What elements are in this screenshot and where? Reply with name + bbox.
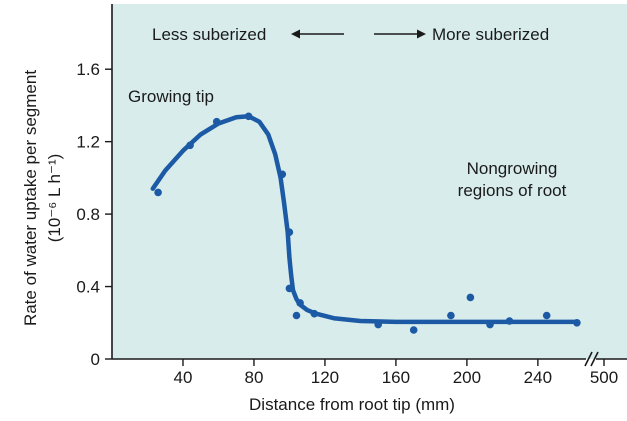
- y-tick-label: 0.4: [76, 278, 100, 297]
- y-tick-label: 1.2: [76, 133, 100, 152]
- x-axis-title: Distance from root tip (mm): [249, 395, 455, 414]
- more-suberized-label: More suberized: [432, 25, 549, 44]
- y-axis-title-line2: (10⁻⁶ L h⁻¹): [45, 154, 64, 243]
- x-tick-label: 120: [311, 368, 339, 387]
- x-break-tick-label: 500: [590, 368, 618, 387]
- axis-break-mark: [584, 351, 593, 367]
- data-point: [573, 319, 581, 327]
- data-point: [285, 284, 294, 293]
- fit-curve: [150, 114, 580, 325]
- x-tick-label: 160: [382, 368, 410, 387]
- data-point: [447, 311, 455, 320]
- data-point: [310, 309, 319, 318]
- x-tick-label: 200: [453, 368, 481, 387]
- data-point: [285, 228, 294, 236]
- growing-tip-label: Growing tip: [128, 87, 214, 106]
- data-point: [154, 188, 162, 197]
- data-point: [466, 293, 475, 302]
- x-tick-label: 40: [174, 368, 193, 387]
- data-point: [244, 112, 253, 121]
- data-point: [278, 170, 287, 179]
- y-tick-label: 0.8: [76, 205, 100, 224]
- data-point: [374, 320, 383, 329]
- data-point: [505, 317, 514, 325]
- data-point: [212, 117, 221, 126]
- left-arrow: [291, 29, 344, 39]
- data-point: [186, 141, 194, 150]
- less-suberized-label: Less suberized: [152, 25, 266, 44]
- plot-background: [112, 4, 627, 359]
- data-point: [409, 326, 418, 334]
- data-point: [292, 311, 301, 320]
- y-tick-label: 1.6: [76, 60, 100, 79]
- axis-break-mark: [590, 351, 599, 367]
- right-arrow: [374, 29, 426, 39]
- x-tick-label: 240: [524, 368, 552, 387]
- x-tick-label: 80: [244, 368, 263, 387]
- nongrowing-label-line2: regions of root: [458, 181, 567, 200]
- y-tick-label: 0: [91, 350, 100, 369]
- y-axis-title-line1: Rate of water uptake per segment: [21, 70, 40, 326]
- data-point: [542, 311, 551, 320]
- data-point: [486, 320, 494, 329]
- nongrowing-label-line1: Nongrowing: [467, 159, 558, 178]
- data-point: [296, 299, 304, 307]
